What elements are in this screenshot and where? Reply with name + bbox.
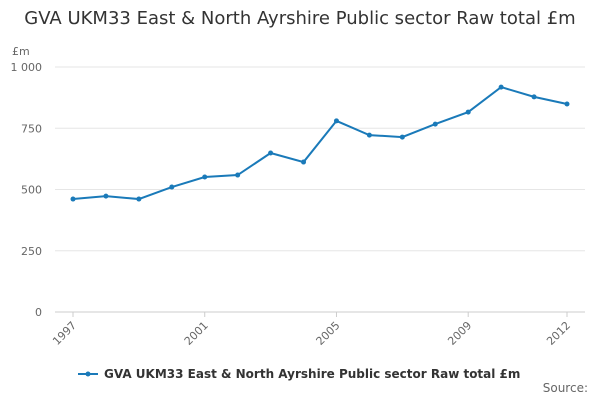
data-point xyxy=(301,159,307,165)
data-point xyxy=(531,94,537,100)
y-tick-label: 250 xyxy=(21,245,42,258)
data-point xyxy=(432,121,438,127)
data-point xyxy=(366,132,372,138)
data-point xyxy=(70,196,76,202)
data-point xyxy=(268,150,274,156)
data-point xyxy=(498,84,504,90)
data-point xyxy=(399,134,405,140)
data-point xyxy=(202,174,208,180)
data-point xyxy=(333,118,339,124)
x-tick-label: 2001 xyxy=(182,319,211,348)
source: Source: xyxy=(543,381,588,395)
x-tick-label: 2005 xyxy=(314,319,343,348)
data-point xyxy=(235,172,241,178)
y-tick-label: 750 xyxy=(21,122,42,135)
y-tick-label: 500 xyxy=(21,184,42,197)
chart-title: GVA UKM33 East & North Ayrshire Public s… xyxy=(24,8,576,29)
series-line xyxy=(72,85,568,201)
data-point xyxy=(103,193,109,199)
legend-marker xyxy=(85,371,91,377)
data-point xyxy=(136,196,142,202)
x-tick-label: 2012 xyxy=(544,319,573,348)
y-axis-label: £m xyxy=(12,45,30,58)
y-tick-label: 0 xyxy=(35,306,42,319)
data-point xyxy=(564,101,570,107)
x-tick-label: 1997 xyxy=(50,319,79,348)
legend-label: GVA UKM33 East & North Ayrshire Public s… xyxy=(104,367,520,381)
y-tick-label: 1 000 xyxy=(11,61,43,74)
data-point xyxy=(465,109,471,115)
x-tick-label: 2009 xyxy=(445,319,474,348)
data-point xyxy=(169,184,175,190)
